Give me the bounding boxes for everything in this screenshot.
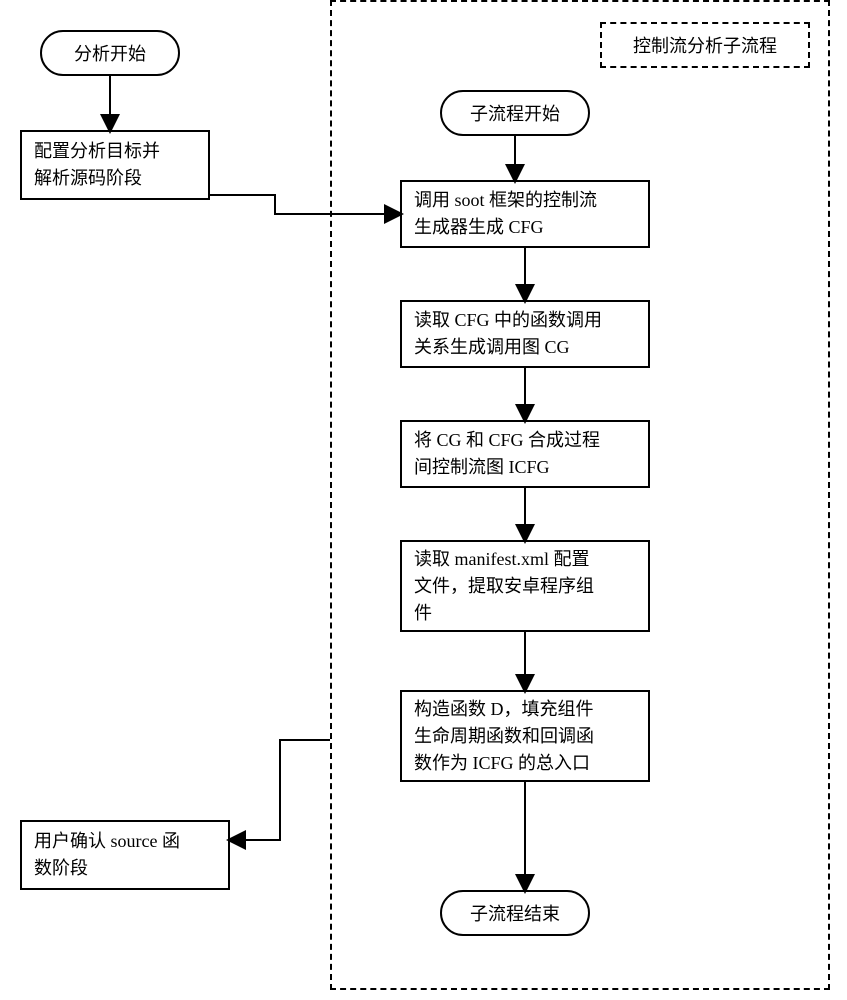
soot-cfg-step: 调用 soot 框架的控制流 生成器生成 CFG <box>400 180 650 248</box>
user-confirm-source-step: 用户确认 source 函 数阶段 <box>20 820 230 890</box>
subprocess-title: 控制流分析子流程 <box>633 32 777 58</box>
substart-terminator: 子流程开始 <box>440 90 590 136</box>
substart-label: 子流程开始 <box>470 100 560 126</box>
start-terminator: 分析开始 <box>40 30 180 76</box>
configure-target-text: 配置分析目标并 解析源码阶段 <box>34 138 160 192</box>
start-label: 分析开始 <box>74 40 146 66</box>
icfg-synth-step: 将 CG 和 CFG 合成过程 间控制流图 ICFG <box>400 420 650 488</box>
subprocess-title-box: 控制流分析子流程 <box>600 22 810 68</box>
configure-target-step: 配置分析目标并 解析源码阶段 <box>20 130 210 200</box>
subprocess-container <box>330 0 830 990</box>
construct-d-step: 构造函数 D，填充组件 生命周期函数和回调函 数作为 ICFG 的总入口 <box>400 690 650 782</box>
soot-cfg-text: 调用 soot 框架的控制流 生成器生成 CFG <box>414 187 597 241</box>
read-cfg-cg-text: 读取 CFG 中的函数调用 关系生成调用图 CG <box>414 307 602 361</box>
user-confirm-source-text: 用户确认 source 函 数阶段 <box>34 828 180 882</box>
subend-label: 子流程结束 <box>470 900 560 926</box>
read-cfg-cg-step: 读取 CFG 中的函数调用 关系生成调用图 CG <box>400 300 650 368</box>
manifest-text: 读取 manifest.xml 配置 文件，提取安卓程序组 件 <box>414 546 594 627</box>
manifest-step: 读取 manifest.xml 配置 文件，提取安卓程序组 件 <box>400 540 650 632</box>
subend-terminator: 子流程结束 <box>440 890 590 936</box>
icfg-synth-text: 将 CG 和 CFG 合成过程 间控制流图 ICFG <box>414 427 600 481</box>
construct-d-text: 构造函数 D，填充组件 生命周期函数和回调函 数作为 ICFG 的总入口 <box>414 696 594 777</box>
